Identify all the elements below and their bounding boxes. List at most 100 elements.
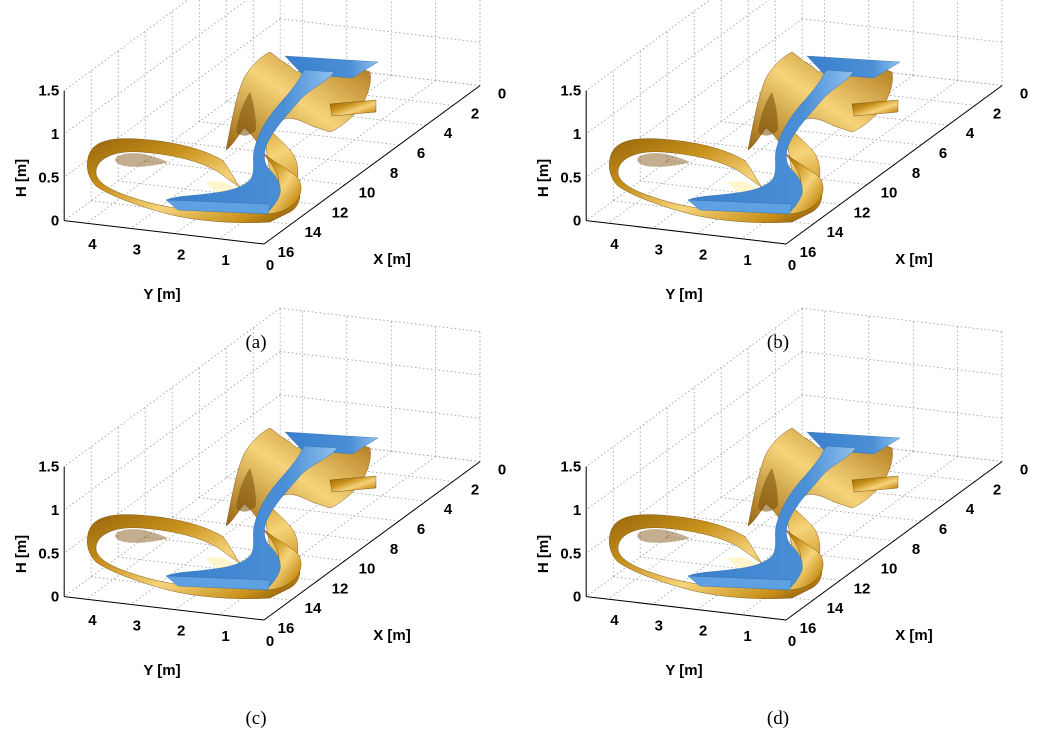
y-tick-label: 1: [221, 252, 229, 269]
grid-line: [219, 456, 436, 616]
x-tick-label: 0: [498, 86, 506, 103]
z-tick-label: 0.5: [38, 545, 59, 562]
terrain-shadow: [115, 153, 168, 167]
x-tick-label: 12: [854, 204, 871, 221]
z-tick-label: 1.5: [38, 83, 59, 100]
grid-line: [585, 307, 803, 467]
x-tick-label: 14: [827, 224, 844, 241]
grid-line: [585, 351, 803, 511]
terrain-surface: [851, 475, 899, 493]
y-tick-label: 1: [743, 628, 751, 645]
grid-line: [280, 351, 481, 376]
y-tick-label: 0: [788, 633, 796, 650]
y-tick-label: 1: [221, 628, 229, 645]
grid-line: [802, 437, 1003, 462]
x-tick-label: 4: [966, 125, 975, 142]
x-tick-label: 12: [854, 580, 871, 597]
x-tick-label: 0: [498, 462, 506, 479]
panel-caption: (b): [767, 332, 789, 353]
surface-plot: [609, 51, 901, 223]
z-tick-label: 0: [573, 213, 581, 230]
x-tick-label: 16: [278, 620, 295, 637]
chart-panel-c: 0 2 4 6 8 10 12 14 16 0 1 2 3 4 0 0.5 1 1.5 X [m] Y [m] H [m…: [0, 307, 522, 751]
y-tick-label: 4: [610, 236, 619, 253]
y-axis-line: [586, 596, 787, 621]
z-axis-label: H [m]: [13, 159, 30, 197]
x-tick-label: 14: [305, 600, 322, 617]
grid-line: [741, 80, 958, 240]
y-tick-label: 0: [266, 633, 274, 650]
x-tick-label: 12: [332, 580, 349, 597]
x-axis-line: [785, 461, 1003, 621]
y-axis-line: [64, 220, 265, 245]
y-tick-label: 3: [655, 617, 663, 634]
terrain-shadow: [236, 468, 256, 512]
y-tick-label: 2: [699, 247, 707, 264]
grid-line: [145, 160, 346, 185]
y-axis-label: Y [m]: [143, 662, 180, 679]
x-tick-label: 10: [881, 185, 898, 202]
z-tick-label: 1.5: [560, 83, 581, 100]
y-tick-label: 4: [610, 612, 619, 629]
x-tick-label: 6: [939, 145, 947, 162]
z-tick-label: 1: [573, 126, 581, 143]
y-axis-label: Y [m]: [143, 286, 180, 303]
z-tick-label: 1.5: [38, 459, 59, 476]
y-tick-label: 3: [133, 617, 141, 634]
grid-line: [63, 0, 248, 135]
surface-plot: [609, 427, 901, 599]
terrain-shadow: [637, 529, 690, 543]
chart-panel-a: 0 2 4 6 8 10 12 14 16 0 1 2 3 4 0 0.5 1 1.5 X [m] Y [m] H [m…: [0, 0, 522, 375]
grid-line: [667, 160, 868, 185]
z-tick-label: 0: [51, 213, 59, 230]
x-tick-label: 4: [966, 501, 975, 518]
x-axis-label: X [m]: [373, 251, 411, 268]
y-tick-label: 3: [655, 241, 663, 258]
y-tick-label: 2: [699, 623, 707, 640]
y-tick-label: 3: [133, 241, 141, 258]
terrain-shadow: [637, 153, 690, 167]
grid-line: [199, 497, 400, 522]
x-tick-label: 14: [827, 600, 844, 617]
terrain-shadow: [236, 92, 256, 136]
grid-line: [280, 394, 481, 419]
z-tick-label: 1: [51, 502, 59, 519]
grid-line: [721, 497, 922, 522]
x-tick-label: 6: [939, 521, 947, 538]
z-tick-label: 1: [51, 126, 59, 143]
grid-line: [667, 536, 868, 561]
z-tick-label: 0.5: [38, 169, 59, 186]
water-outflow: [687, 575, 793, 591]
x-tick-label: 2: [993, 481, 1001, 498]
x-axis-line: [263, 85, 481, 245]
y-tick-label: 0: [788, 257, 796, 274]
y-axis-label: Y [m]: [665, 286, 702, 303]
grid-line: [585, 394, 803, 554]
x-tick-label: 16: [278, 244, 295, 261]
x-tick-label: 2: [471, 481, 479, 498]
z-tick-label: 1.5: [560, 459, 581, 476]
axes: [585, 461, 1003, 621]
x-axis-label: X [m]: [895, 627, 933, 644]
grid-line: [63, 18, 281, 178]
z-tick-label: 1: [573, 502, 581, 519]
y-tick-label: 4: [88, 236, 97, 253]
grid-line: [280, 61, 481, 86]
grid-line: [721, 121, 922, 146]
grid-line: [585, 18, 803, 178]
axes: [63, 85, 481, 245]
grid-line: [63, 394, 281, 554]
y-axis-line: [586, 220, 787, 245]
grid-line: [802, 61, 1003, 86]
z-axis-label: H [m]: [535, 159, 552, 197]
x-tick-label: 2: [993, 105, 1001, 122]
x-tick-label: 12: [332, 204, 349, 221]
x-tick-label: 8: [912, 541, 920, 558]
z-tick-label: 0: [573, 589, 581, 606]
x-axis-line: [785, 85, 1003, 245]
